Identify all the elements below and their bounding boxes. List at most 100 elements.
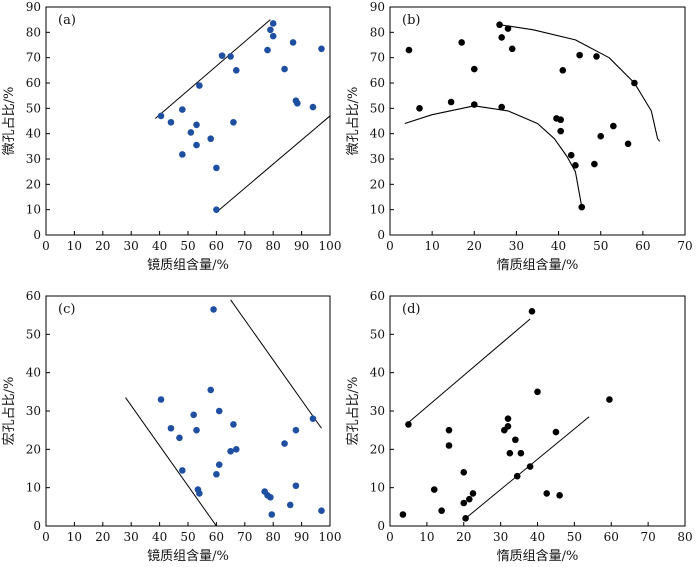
data-point xyxy=(445,442,453,449)
x-tick-label: 80 xyxy=(677,530,692,544)
data-point xyxy=(286,501,294,509)
y-tick-label: 70 xyxy=(370,51,385,65)
x-tick-label: 30 xyxy=(124,239,139,253)
y-tick-label: 90 xyxy=(370,0,385,14)
data-point xyxy=(318,45,325,53)
data-point xyxy=(496,21,503,29)
y-tick-label: 20 xyxy=(26,442,41,456)
data-point xyxy=(157,396,165,403)
x-tick-label: 50 xyxy=(567,530,582,544)
x-tick-label: 10 xyxy=(67,239,82,253)
data-point xyxy=(438,507,445,514)
x-tick-label: 10 xyxy=(419,530,434,544)
data-point xyxy=(631,79,638,87)
data-point xyxy=(557,116,564,124)
y-tick-label: 50 xyxy=(26,327,41,341)
panel-label: (d) xyxy=(402,302,420,317)
x-tick-label: 100 xyxy=(319,239,342,253)
data-point xyxy=(292,482,300,490)
x-tick-label: 40 xyxy=(551,239,566,253)
y-axis-label: 微孔占比/% xyxy=(346,87,361,156)
y-tick-label: 50 xyxy=(370,101,385,115)
data-point xyxy=(193,426,200,434)
panel-a: 0 10 20 30 40 50 60 70 80 90 100 0 10 20 30 40 50 60 70 80 9… xyxy=(2,0,341,273)
boundary-line xyxy=(155,19,271,119)
x-tick-label: 0 xyxy=(386,530,394,544)
data-point xyxy=(460,499,468,507)
data-point xyxy=(559,67,567,74)
data-point xyxy=(445,426,453,434)
y-tick-label: 10 xyxy=(370,481,385,495)
data-point xyxy=(309,415,317,422)
x-tick-label: 60 xyxy=(209,239,224,253)
x-tick-label: 100 xyxy=(319,530,342,544)
data-point xyxy=(232,446,240,453)
data-point xyxy=(179,151,186,158)
data-point xyxy=(179,467,186,474)
data-point xyxy=(230,421,237,428)
x-tick-label: 70 xyxy=(237,530,252,544)
data-point xyxy=(399,511,407,518)
y-tick-label: 50 xyxy=(26,101,41,115)
y-tick-label: 30 xyxy=(26,404,41,418)
plot-frame xyxy=(45,6,331,236)
y-tick-label: 30 xyxy=(26,152,41,166)
data-point xyxy=(506,449,514,457)
y-tick-label: 20 xyxy=(370,177,385,191)
data-point xyxy=(218,52,226,59)
data-point xyxy=(269,20,277,27)
data-point xyxy=(267,493,274,501)
data-point xyxy=(460,469,468,476)
data-point xyxy=(213,470,220,478)
x-tick-label: 0 xyxy=(42,239,50,253)
x-tick-label: 20 xyxy=(467,239,482,253)
y-tick-label: 0 xyxy=(33,228,41,242)
y-tick-label: 80 xyxy=(26,25,41,39)
data-point xyxy=(176,434,183,442)
y-tick-label: 20 xyxy=(370,442,385,456)
data-point xyxy=(498,103,505,111)
data-point xyxy=(557,127,564,135)
data-point xyxy=(269,32,277,40)
data-point xyxy=(405,421,412,428)
x-tick-label: 60 xyxy=(635,239,650,253)
x-axis-label: 镜质组含量/% xyxy=(147,257,229,273)
data-point xyxy=(207,135,215,143)
y-tick-label: 90 xyxy=(26,0,41,14)
data-point xyxy=(469,490,477,497)
boundary-line xyxy=(408,318,531,423)
x-tick-label: 40 xyxy=(530,530,545,544)
data-point xyxy=(465,495,473,503)
data-point xyxy=(215,407,223,415)
y-tick-label: 20 xyxy=(26,177,41,191)
x-axis-label: 惰质组含量/% xyxy=(497,548,579,564)
data-point xyxy=(405,46,413,54)
data-point xyxy=(167,118,175,126)
data-point xyxy=(196,490,203,497)
data-point xyxy=(318,507,325,514)
data-point xyxy=(597,132,605,140)
x-axis-label: 镜质组含量/% xyxy=(147,548,229,564)
data-point xyxy=(167,424,175,432)
x-tick-label: 40 xyxy=(152,530,167,544)
data-point xyxy=(462,515,469,522)
data-point xyxy=(430,486,438,493)
x-tick-label: 70 xyxy=(237,239,252,253)
data-point xyxy=(416,105,423,112)
y-tick-label: 10 xyxy=(370,203,385,217)
data-point xyxy=(294,99,301,107)
data-point xyxy=(232,67,240,74)
y-tick-label: 0 xyxy=(33,519,41,533)
plot-frame xyxy=(389,6,686,236)
y-tick-label: 10 xyxy=(26,481,41,495)
x-tick-label: 0 xyxy=(386,239,394,253)
data-point xyxy=(534,388,541,396)
data-point xyxy=(207,386,215,394)
data-point xyxy=(593,53,600,60)
x-tick-label: 20 xyxy=(95,530,110,544)
y-tick-label: 30 xyxy=(370,152,385,166)
x-tick-label: 30 xyxy=(124,530,139,544)
data-point xyxy=(624,140,632,148)
data-point xyxy=(190,411,197,419)
x-tick-label: 20 xyxy=(95,239,110,253)
